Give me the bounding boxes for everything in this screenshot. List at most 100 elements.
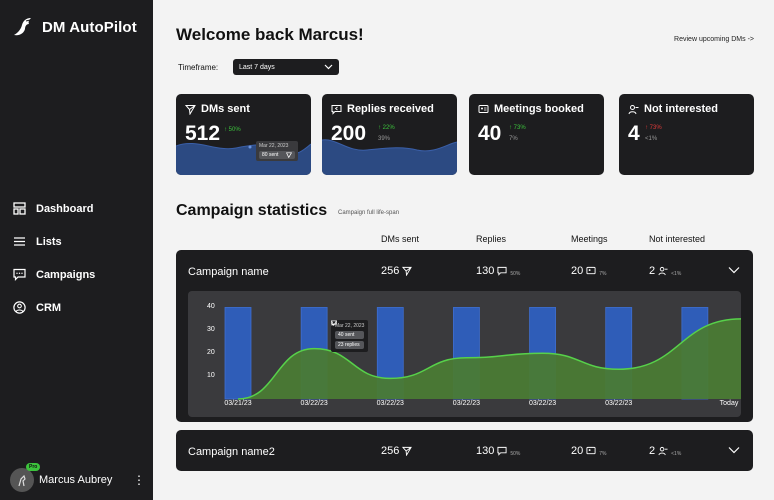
campaign-meetings-pct: 7% [599, 450, 607, 457]
dashboard-icon [12, 202, 26, 216]
user-minus-icon [658, 266, 668, 276]
chat-icon [12, 268, 26, 282]
chart-bar[interactable] [224, 307, 252, 400]
meeting-icon [478, 104, 489, 113]
chart-tooltip: Mar 22, 2023 40 sent 23 replies [331, 320, 369, 352]
campaign-not-interested: 2 <1% [649, 445, 681, 457]
card-title-text: DMs sent [201, 103, 250, 115]
tooltip-value: 80 sent [262, 152, 279, 158]
campaign-name: Campaign name [188, 266, 269, 278]
tooltip-date: Mar 22, 2023 [259, 143, 289, 149]
x-tick-label: 03/22/23 [376, 400, 404, 407]
campaign-meetings-value: 20 [571, 265, 584, 277]
campaign-row[interactable]: Campaign name2 256 130 50% 20 7% 2 <1% [176, 430, 753, 471]
user-minus-icon [658, 446, 668, 456]
reply-icon [497, 446, 507, 456]
campaign-card: Campaign name 256 130 50% 20 7% 2 <1% [176, 250, 753, 422]
column-header-replies: Replies [476, 234, 507, 244]
section-subtitle: Campaign full life-span [338, 210, 400, 216]
campaign-replies-value: 130 [476, 265, 495, 277]
brand[interactable]: DM AutoPilot [12, 15, 137, 39]
timeframe-label: Timeframe: [178, 63, 219, 72]
bird-logo-icon [14, 18, 31, 36]
card-value: 200 [331, 122, 367, 145]
avatar-figure-icon [18, 474, 26, 487]
user-name: Marcus Aubrey [39, 474, 113, 486]
pro-badge: Pro [26, 463, 41, 471]
card-sub: 39% [378, 136, 391, 142]
timeframe-value: Last 7 days [239, 63, 275, 71]
card-tooltip: Mar 22, 2023 80 sent [256, 141, 299, 161]
reply-icon [331, 320, 337, 326]
more-vertical-icon[interactable]: ⋮ [133, 473, 145, 487]
user-profile[interactable]: Pro Marcus Aubrey ⋮ [10, 463, 145, 492]
chevron-down-icon [324, 64, 333, 70]
chart-plot [224, 307, 741, 400]
tooltip-date: Mar 22, 2023 [335, 323, 365, 329]
stat-card-dms-sent[interactable]: DMs sent 512 ↑ 50% Mar 22, 2023 80 sent [176, 94, 311, 175]
card-title-text: Replies received [347, 103, 434, 115]
campaign-replies-pct: 50% [510, 270, 521, 277]
campaign-meetings-value: 20 [571, 445, 584, 457]
card-delta: ↑ 73% [509, 125, 526, 131]
x-tick-label: 03/22/23 [452, 400, 481, 407]
replies-area [238, 318, 741, 399]
card-title-text: Not interested [644, 103, 718, 115]
campaign-dms-value: 256 [381, 445, 400, 457]
page-title: Welcome back Marcus! [176, 25, 364, 44]
replies-line [237, 318, 741, 400]
sidebar-item-dashboard[interactable]: Dashboard [12, 192, 95, 225]
stat-card-not-interested[interactable]: Not interested 4 ↑ 73% <1% [619, 94, 754, 175]
timeframe-select[interactable]: Last 7 days [233, 59, 339, 75]
card-title-text: Meetings booked [494, 103, 584, 115]
meeting-icon [586, 446, 596, 455]
x-axis-labels: 03/21/23 03/22/23 03/22/23 03/22/23 03/22/23… [188, 400, 741, 412]
send-icon [402, 266, 413, 276]
chevron-down-icon[interactable] [728, 444, 740, 456]
stat-card-replies[interactable]: Replies received 200 ↑ 22% 39% [322, 94, 457, 175]
send-icon [185, 104, 196, 115]
sidebar-item-label: Lists [36, 235, 62, 248]
y-tick-label: 30 [207, 326, 215, 334]
sidebar-item-campaigns[interactable]: Campaigns [12, 258, 95, 291]
meeting-icon [586, 266, 596, 275]
campaign-dms: 256 [381, 265, 413, 277]
sidebar-item-label: CRM [36, 301, 62, 314]
campaign-meetings: 20 7% [571, 265, 606, 277]
card-title: Not interested [628, 103, 718, 115]
section-title: Campaign statistics [176, 202, 328, 219]
campaign-name: Campaign name2 [188, 446, 275, 458]
campaign-card: Campaign name2 256 130 50% 20 7% 2 <1% [176, 430, 753, 471]
tooltip-chip: 80 sent [259, 151, 296, 159]
review-upcoming-dms-link[interactable]: Review upcoming DMs -> [674, 36, 754, 43]
chevron-down-icon[interactable] [728, 264, 740, 276]
avatar: Pro [10, 463, 41, 492]
column-header-not-interested: Not interested [649, 234, 706, 244]
campaign-replies: 130 50% [476, 445, 520, 457]
card-value: 4 [628, 122, 640, 145]
sidebar-item-crm[interactable]: CRM [12, 291, 95, 324]
card-value: 512 [185, 122, 221, 145]
campaign-row[interactable]: Campaign name 256 130 50% 20 7% 2 <1% [176, 250, 753, 291]
x-tick-label: 03/22/23 [605, 400, 633, 407]
campaign-meetings-pct: 7% [599, 270, 607, 277]
reply-icon [331, 104, 342, 115]
brand-name: DM AutoPilot [42, 18, 137, 36]
x-tick-label: Today [719, 400, 739, 407]
campaign-meetings: 20 7% [571, 445, 606, 457]
card-delta: ↑ 22% [378, 125, 395, 131]
stat-card-meetings[interactable]: Meetings booked 40 ↑ 73% 7% [469, 94, 604, 175]
card-sub: 7% [509, 136, 518, 142]
tooltip-chip-replies: 23 replies [331, 320, 365, 349]
x-tick-label: 03/22/23 [528, 400, 557, 407]
campaign-dms: 256 [381, 445, 413, 457]
send-icon [402, 446, 413, 456]
user-circle-icon [12, 301, 26, 315]
card-delta: ↑ 73% [645, 125, 662, 131]
main-content: Welcome back Marcus! Review upcoming DMs… [153, 0, 774, 500]
sidebar: DM AutoPilot Dashboard Lists Campaigns C… [0, 0, 153, 500]
sidebar-item-label: Dashboard [36, 202, 94, 215]
y-tick-label: 20 [207, 349, 215, 357]
sidebar-item-lists[interactable]: Lists [12, 225, 95, 258]
card-value: 40 [478, 122, 502, 145]
